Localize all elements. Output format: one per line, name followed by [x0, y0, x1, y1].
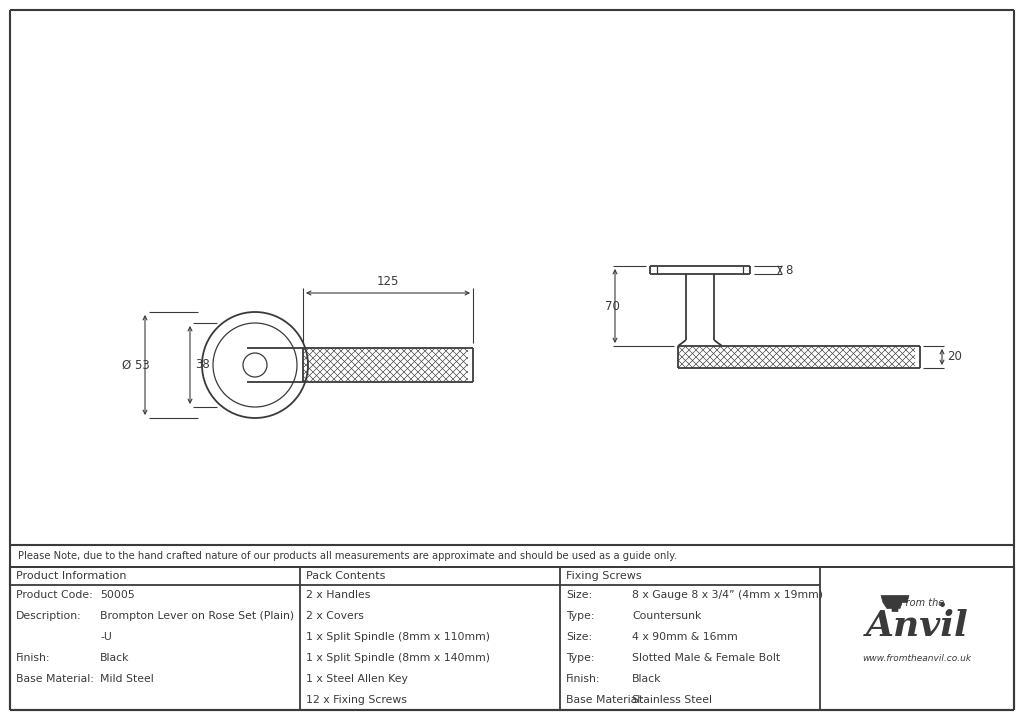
Text: 1 x Steel Allen Key: 1 x Steel Allen Key	[306, 674, 408, 684]
Text: 125: 125	[377, 275, 399, 288]
Text: Mild Steel: Mild Steel	[100, 674, 154, 684]
Text: Type:: Type:	[566, 611, 595, 621]
Polygon shape	[881, 595, 909, 611]
Text: Type:: Type:	[566, 653, 595, 663]
Text: Black: Black	[632, 674, 662, 684]
Text: 1 x Split Spindle (8mm x 110mm): 1 x Split Spindle (8mm x 110mm)	[306, 632, 490, 642]
Text: From the: From the	[900, 598, 944, 608]
Text: Size:: Size:	[566, 590, 592, 600]
Text: Slotted Male & Female Bolt: Slotted Male & Female Bolt	[632, 653, 780, 663]
Text: www.fromtheanvil.co.uk: www.fromtheanvil.co.uk	[862, 654, 972, 663]
Text: Description:: Description:	[16, 611, 82, 621]
Text: 70: 70	[605, 300, 620, 312]
Text: Size:: Size:	[566, 632, 592, 642]
Text: -U: -U	[100, 632, 112, 642]
Text: Pack Contents: Pack Contents	[306, 571, 385, 581]
Text: 20: 20	[947, 351, 962, 364]
Text: 2 x Covers: 2 x Covers	[306, 611, 364, 621]
Text: 8: 8	[785, 264, 793, 276]
Text: Base Material:: Base Material:	[566, 695, 644, 705]
Text: 50005: 50005	[100, 590, 135, 600]
Text: Fixing Screws: Fixing Screws	[566, 571, 642, 581]
Text: Product Code:: Product Code:	[16, 590, 93, 600]
Text: 38: 38	[195, 359, 210, 372]
Text: Ø 53: Ø 53	[122, 359, 150, 372]
Text: Black: Black	[100, 653, 129, 663]
Text: 8 x Gauge 8 x 3/4” (4mm x 19mm): 8 x Gauge 8 x 3/4” (4mm x 19mm)	[632, 590, 823, 600]
Text: Brompton Lever on Rose Set (Plain): Brompton Lever on Rose Set (Plain)	[100, 611, 294, 621]
Text: Anvil: Anvil	[865, 610, 969, 644]
Text: Finish:: Finish:	[16, 653, 50, 663]
Text: 4 x 90mm & 16mm: 4 x 90mm & 16mm	[632, 632, 737, 642]
Text: 1 x Split Spindle (8mm x 140mm): 1 x Split Spindle (8mm x 140mm)	[306, 653, 490, 663]
Text: 12 x Fixing Screws: 12 x Fixing Screws	[306, 695, 407, 705]
Text: 2 x Handles: 2 x Handles	[306, 590, 371, 600]
Text: Stainless Steel: Stainless Steel	[632, 695, 712, 705]
Text: Please Note, due to the hand crafted nature of our products all measurements are: Please Note, due to the hand crafted nat…	[18, 551, 677, 561]
Text: Countersunk: Countersunk	[632, 611, 701, 621]
Text: Finish:: Finish:	[566, 674, 600, 684]
Text: Base Material:: Base Material:	[16, 674, 94, 684]
Text: Product Information: Product Information	[16, 571, 127, 581]
